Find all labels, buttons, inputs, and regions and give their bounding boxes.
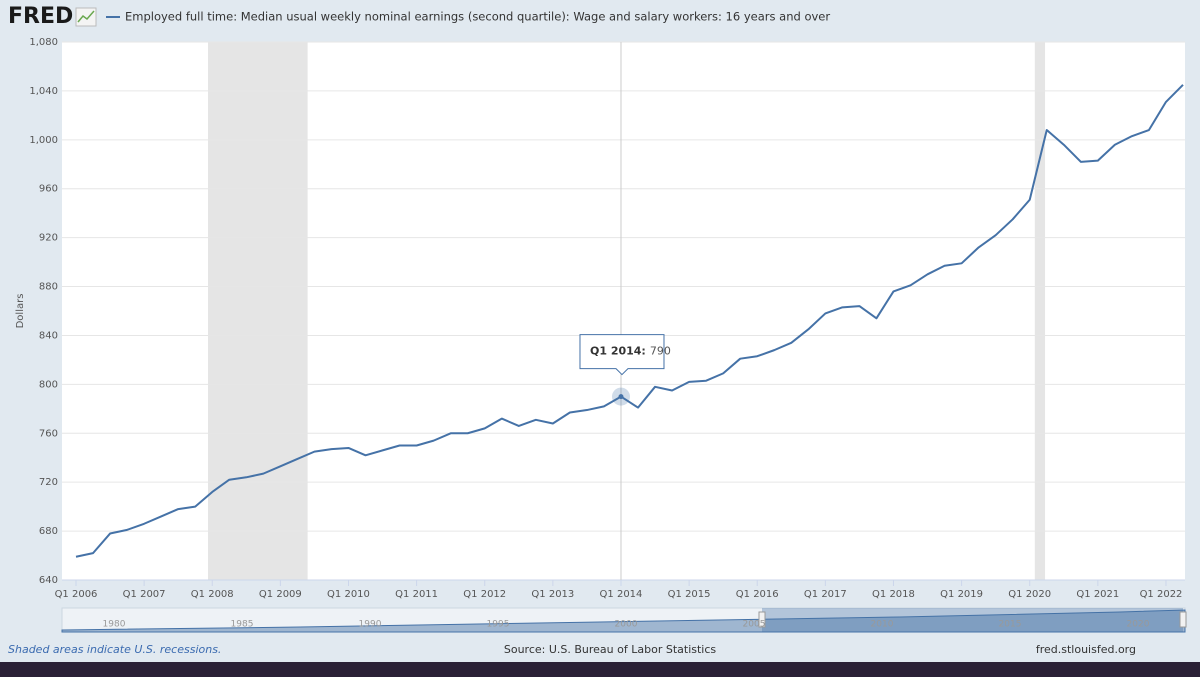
tooltip-label: Q1 2014: xyxy=(590,345,646,358)
y-axis-label: Dollars xyxy=(15,294,26,329)
navigator-label: 2010 xyxy=(871,620,894,630)
x-tick-label: Q1 2021 xyxy=(1076,589,1119,600)
plot: 640 680 720 760 800 840 880 920 960 1,000 1,040 1,0… xyxy=(29,37,1185,600)
x-tick-label: Q1 2018 xyxy=(872,589,915,600)
y-tick-label: 760 xyxy=(39,428,58,439)
y-tick-label: 840 xyxy=(39,330,58,341)
x-tick-label: Q1 2014 xyxy=(600,589,643,600)
navigator-handle[interactable] xyxy=(1179,611,1187,628)
navigator-selection xyxy=(762,608,1183,632)
x-tick-label: Q1 2011 xyxy=(395,589,438,600)
x-tick-label: Q1 2006 xyxy=(55,589,98,600)
recession-note: Shaded areas indicate U.S. recessions. xyxy=(8,643,221,656)
x-tick-label: Q1 2015 xyxy=(668,589,711,600)
navigator-label: 2005 xyxy=(743,620,766,630)
recession-band xyxy=(207,42,308,580)
x-tick-label: Q1 2010 xyxy=(327,589,370,600)
x-tick-label: Q1 2022 xyxy=(1140,589,1183,600)
navigator-label: 2000 xyxy=(615,620,638,630)
navigator-series xyxy=(61,609,1186,633)
y-tick-label: 1,080 xyxy=(29,37,58,48)
site: fred.stlouisfed.org xyxy=(1036,643,1136,656)
recession-band xyxy=(1034,42,1046,580)
x-tick-label: Q1 2016 xyxy=(736,589,779,600)
x-tick-label: Q1 2008 xyxy=(191,589,234,600)
navigator-label: 1990 xyxy=(359,620,382,630)
x-tick-label: Q1 2019 xyxy=(940,589,983,600)
navigator-label: 2020 xyxy=(1127,620,1150,630)
series-line xyxy=(75,84,1184,558)
tooltip-box xyxy=(579,334,665,376)
hover-point xyxy=(618,394,624,400)
bottom-strip xyxy=(0,662,1200,677)
navigator-label: 1985 xyxy=(231,620,254,630)
y-tick-label: 800 xyxy=(39,379,58,390)
legend-text: Employed full time: Median usual weekly … xyxy=(125,10,830,24)
y-tick-label: 720 xyxy=(39,477,58,488)
x-tick-label: Q1 2007 xyxy=(123,589,166,600)
navigator-labels: 1980 1985 1990 1995 2000 2005 2010 2015 2020 xyxy=(103,620,1150,630)
y-tick-label: 1,040 xyxy=(29,86,58,97)
x-tick-label: Q1 2013 xyxy=(531,589,574,600)
y-tick-label: 1,000 xyxy=(29,135,58,146)
navigator-label: 1980 xyxy=(103,620,126,630)
y-tick-label: 880 xyxy=(39,282,58,293)
x-tick-label: Q1 2012 xyxy=(463,589,506,600)
x-tick-label: Q1 2009 xyxy=(259,589,302,600)
logo-icon-line xyxy=(77,10,95,23)
y-tick-label: 680 xyxy=(39,526,58,537)
y-tick-label: 960 xyxy=(39,184,58,195)
x-tick-label: Q1 2020 xyxy=(1008,589,1051,600)
y-tick-label: 920 xyxy=(39,233,58,244)
y-tick-label: 640 xyxy=(39,575,58,586)
logo: FRED xyxy=(8,4,73,29)
navigator-handle[interactable] xyxy=(758,611,766,628)
navigator-label: 1995 xyxy=(487,620,510,630)
x-tick-label: Q1 2017 xyxy=(804,589,847,600)
tooltip-value: 790 xyxy=(650,345,671,358)
source: Source: U.S. Bureau of Labor Statistics xyxy=(504,643,717,656)
tooltip: Q1 2014: 790 xyxy=(590,345,671,358)
navigator-label: 2015 xyxy=(999,620,1022,630)
logo-icon xyxy=(75,7,97,27)
